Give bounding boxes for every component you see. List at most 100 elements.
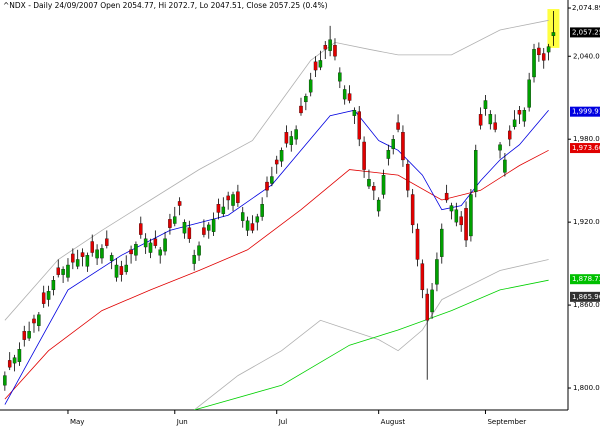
candle-body <box>56 267 61 275</box>
candle-body <box>313 61 318 71</box>
candle-body <box>372 186 376 191</box>
candle-body <box>22 331 27 340</box>
price-label-box <box>570 274 600 285</box>
candle-body <box>289 136 294 145</box>
candle-body <box>444 192 449 201</box>
candle-body <box>522 110 527 122</box>
price-label: 1,878.73 <box>572 275 600 283</box>
candle-body <box>124 264 128 273</box>
candle-body <box>46 291 51 300</box>
candle-body <box>197 245 201 256</box>
candle-body <box>362 141 366 170</box>
candle-body <box>537 47 541 56</box>
candle-body <box>328 39 332 51</box>
candle-body <box>71 253 75 263</box>
candle-body <box>187 227 192 239</box>
chart-title: ^NDX - Daily 24/09/2007 Open 2054.77, Hi… <box>3 1 328 10</box>
candle-body <box>109 255 114 261</box>
candle-body <box>100 248 104 259</box>
candle-body <box>425 293 429 321</box>
candle-body <box>342 89 347 100</box>
candle-body <box>41 292 46 304</box>
candle-body <box>401 132 405 161</box>
candle-body <box>119 266 124 275</box>
candle-body <box>221 206 226 214</box>
price-label-box <box>570 27 600 38</box>
candle-body <box>173 216 177 224</box>
candle-body <box>153 238 158 246</box>
candle-body <box>449 205 454 212</box>
candle-body <box>503 159 507 173</box>
candle-body <box>85 255 90 267</box>
candle-body <box>80 252 85 257</box>
candle-body <box>12 357 17 364</box>
candle-body <box>386 150 391 159</box>
candle-body <box>158 249 162 256</box>
candle-body <box>216 204 221 213</box>
candle-body <box>532 49 536 78</box>
candle-body <box>270 176 274 184</box>
y-tick-label: 1,980.00 <box>573 135 600 143</box>
price-label-box <box>570 291 600 302</box>
x-tick-label: August <box>381 418 406 426</box>
candle-body <box>507 130 512 140</box>
candle-body <box>338 72 342 82</box>
candle-body <box>435 259 439 285</box>
candle-body <box>551 32 556 36</box>
candle-body <box>143 238 148 248</box>
candle-body <box>245 220 250 231</box>
price-label-box <box>570 143 600 154</box>
price-label: 2,074.89 <box>572 4 600 12</box>
candle-body <box>527 79 531 108</box>
y-tick-label: 1,800.00 <box>573 384 600 392</box>
plot-area <box>3 9 560 410</box>
overlay-line <box>193 259 549 410</box>
candle-body <box>240 212 245 221</box>
price-label: 1,973.60 <box>572 144 600 152</box>
candle-body <box>105 238 109 246</box>
candle-body <box>391 139 395 150</box>
candle-body <box>134 244 138 256</box>
candle-body <box>488 114 493 125</box>
candle-body <box>406 163 410 191</box>
candle-body <box>163 238 167 252</box>
candle-body <box>357 111 361 140</box>
candle-body <box>367 179 371 187</box>
candle-body <box>148 242 153 253</box>
candle-body <box>7 360 12 368</box>
candle-body <box>474 150 478 192</box>
candle-body <box>32 318 36 324</box>
candle-body <box>139 223 143 235</box>
candle-body <box>430 289 434 313</box>
candle-body <box>177 201 182 206</box>
candle-body <box>469 194 473 237</box>
candle-body <box>352 110 357 116</box>
candle-body <box>211 219 216 232</box>
candle-body <box>202 227 206 235</box>
y-tick-label: 1,860.00 <box>573 301 600 309</box>
candle-body <box>279 150 284 162</box>
candle-body <box>333 45 337 57</box>
candle-body <box>75 259 80 267</box>
candle-body <box>396 122 400 130</box>
price-label: 2,057.25 <box>572 28 600 36</box>
price-label: 1,999.91 <box>572 108 600 116</box>
y-tick-label: 2,040.00 <box>573 52 600 60</box>
candle-body <box>318 60 323 68</box>
candle-body <box>308 79 313 93</box>
candle-body <box>498 144 502 151</box>
candle-body <box>114 264 119 278</box>
candle-body <box>17 349 22 362</box>
candle-body <box>168 219 172 228</box>
x-tick-label: May <box>70 418 84 426</box>
candle-body <box>192 255 196 264</box>
candle-body <box>483 100 488 109</box>
candle-body <box>95 249 99 259</box>
x-tick-label: Jun <box>176 418 188 426</box>
candle-body <box>51 280 56 291</box>
candle-body <box>541 53 546 61</box>
candle-body <box>260 204 264 217</box>
candle-body <box>231 194 235 206</box>
candle-body <box>90 241 94 253</box>
